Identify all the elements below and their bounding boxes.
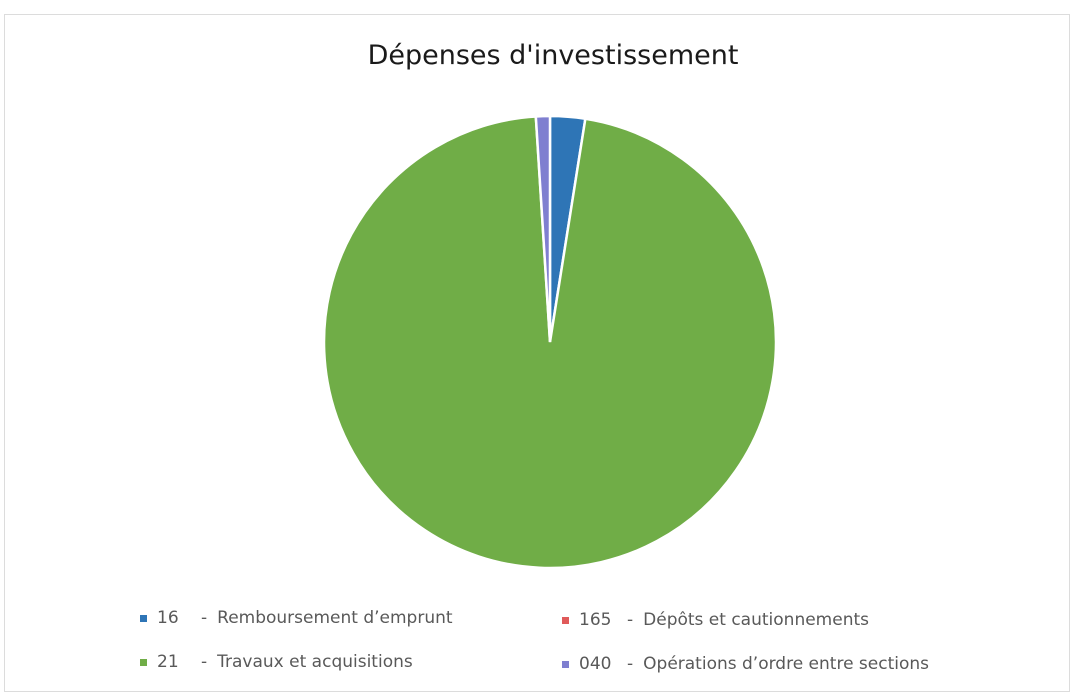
pie-slice-21	[322, 115, 778, 570]
pie-slice-040	[534, 114, 552, 343]
chart-title: Dépenses d'investissement	[367, 40, 739, 71]
